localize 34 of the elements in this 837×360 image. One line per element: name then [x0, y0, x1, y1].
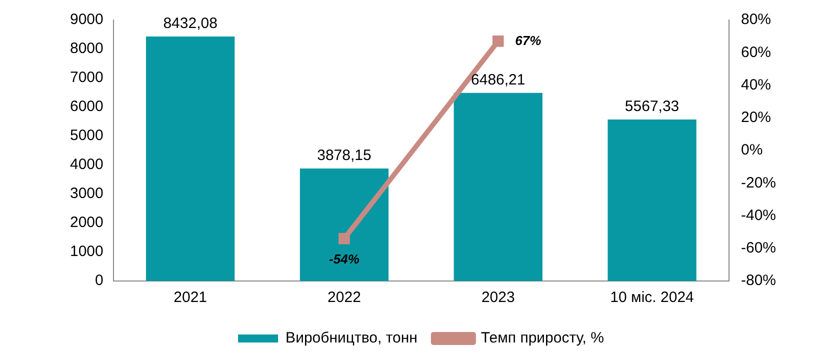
x-tick-label: 2023 [481, 289, 515, 306]
y-tick-label: 4000 [70, 156, 104, 174]
y2-tick-label: 0% [740, 142, 763, 159]
y2-tick-label: -20% [740, 174, 776, 192]
y-tick-label: 0 [95, 272, 104, 290]
y-tick-label: 5000 [70, 127, 104, 144]
y-tick-label: 8000 [70, 40, 104, 58]
data-label: 6486,21 [471, 72, 526, 89]
y2-tick-label: 20% [740, 109, 772, 126]
y-tick-label: 2000 [70, 214, 104, 232]
x-tick-label: 2021 [174, 289, 208, 306]
bar [146, 36, 235, 281]
data-label: 8432,08 [163, 15, 218, 32]
y-tick-label: 7000 [70, 69, 104, 86]
data-label: -54% [329, 252, 360, 267]
y2-tick-label: -80% [740, 272, 776, 290]
y2-tick-label: 60% [740, 44, 772, 61]
bar [608, 120, 696, 281]
data-label: 3878,15 [317, 147, 372, 164]
legend-label: Темп приросту, % [480, 330, 604, 347]
y2-tick-label: -60% [740, 240, 776, 257]
y2-tick-label: 40% [740, 76, 772, 94]
legend-label: Виробництво, тонн [286, 330, 418, 347]
bar [300, 168, 389, 281]
x-tick-label: 2022 [328, 289, 361, 306]
y2-tick-label: -40% [740, 206, 776, 224]
y-tick-label: 9000 [70, 11, 104, 28]
y2-tick-label: 80% [740, 11, 772, 28]
x-tick-label: 10 міс. 2024 [610, 289, 694, 306]
y-tick-label: 3000 [70, 185, 104, 202]
y-tick-label: 6000 [70, 98, 104, 116]
data-label: 5567,33 [624, 98, 680, 116]
y-tick-label: 1000 [70, 243, 104, 260]
data-label: 67% [515, 32, 542, 48]
